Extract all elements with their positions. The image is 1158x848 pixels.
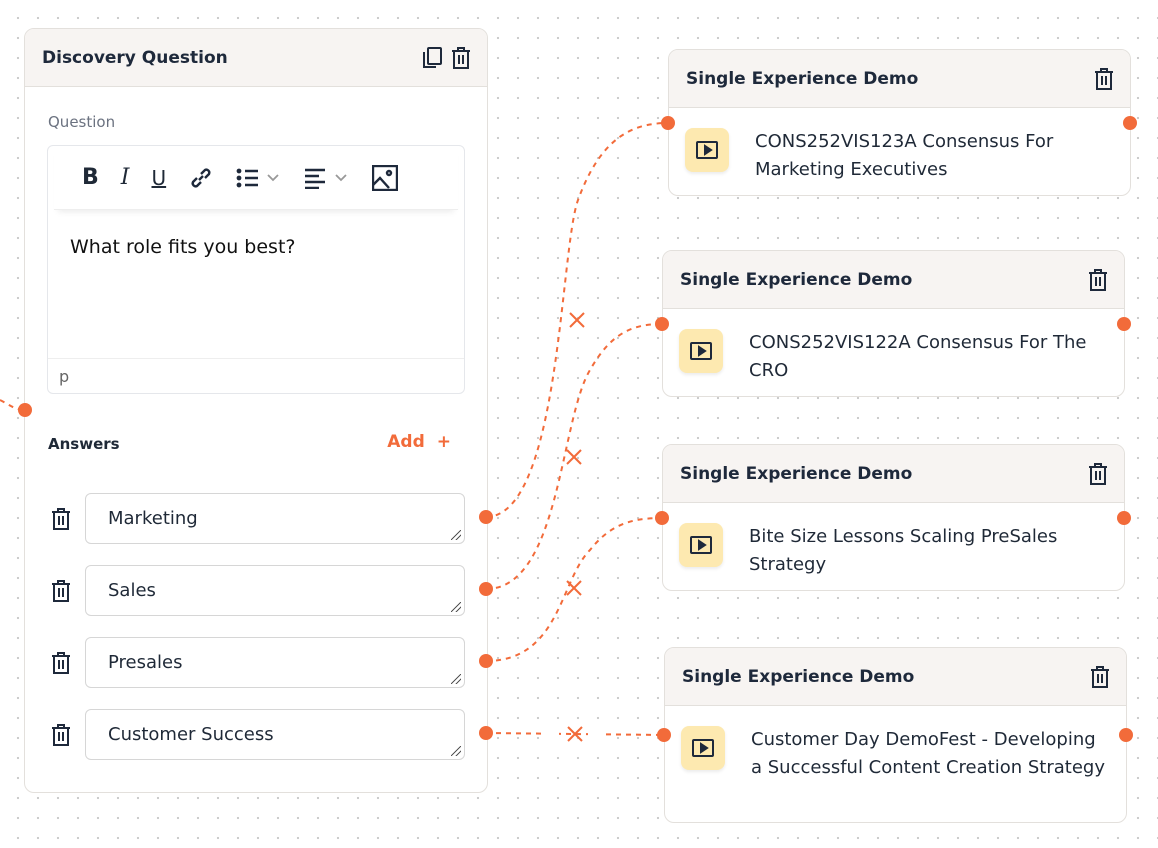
trash-icon[interactable]	[451, 46, 471, 70]
demo-output-handle[interactable]	[1119, 728, 1133, 742]
image-icon[interactable]	[372, 164, 399, 191]
video-icon	[679, 329, 723, 373]
demo-output-handle[interactable]	[1117, 511, 1131, 525]
plus-icon: +	[436, 432, 451, 452]
answer-text: Customer Success	[108, 724, 274, 745]
video-icon	[681, 726, 725, 770]
answer-input[interactable]: Presales	[85, 637, 465, 688]
video-icon	[679, 523, 723, 567]
delete-answer-icon[interactable]	[51, 651, 71, 675]
delete-answer-icon[interactable]	[51, 579, 71, 603]
edge-presales	[485, 517, 663, 662]
answer-output-handle[interactable]	[479, 582, 493, 596]
edge-sales	[485, 323, 663, 590]
demo-card[interactable]: Single Experience Demo Customer Day Demo…	[664, 647, 1127, 823]
resize-handle[interactable]	[451, 674, 461, 684]
trash-icon[interactable]	[1090, 665, 1110, 689]
demo-output-handle[interactable]	[1117, 317, 1131, 331]
element-path: p	[48, 358, 464, 393]
copy-icon[interactable]	[421, 46, 443, 70]
bullet-list-icon[interactable]	[236, 167, 282, 189]
answer-output-handle[interactable]	[479, 726, 493, 740]
resize-handle[interactable]	[451, 602, 461, 612]
card-title: Single Experience Demo	[680, 269, 913, 290]
bold-icon[interactable]: B	[82, 165, 99, 190]
trash-icon[interactable]	[1088, 462, 1108, 486]
delete-edge-sales	[566, 449, 582, 465]
demo-name: CONS252VIS123A Consensus For Marketing E…	[755, 131, 1054, 180]
question-editor[interactable]: B I U What role fits you best? p	[47, 145, 465, 394]
align-icon[interactable]	[304, 167, 350, 189]
demo-name: CONS252VIS122A Consensus For The CRO	[749, 332, 1087, 381]
answers-label: Answers	[48, 435, 120, 453]
italic-icon[interactable]: I	[120, 165, 130, 190]
resize-handle[interactable]	[451, 530, 461, 540]
answer-input[interactable]: Marketing	[85, 493, 465, 544]
delete-edge-marketing	[569, 312, 585, 328]
demo-input-handle[interactable]	[655, 317, 669, 331]
question-label: Question	[48, 113, 116, 131]
demo-card[interactable]: Single Experience Demo CONS252VIS123A Co…	[668, 49, 1131, 196]
answer-text: Sales	[108, 580, 156, 601]
demo-output-handle[interactable]	[1123, 116, 1137, 130]
answer-text: Presales	[108, 652, 183, 673]
discovery-question-card[interactable]: Discovery Question Question B I U What r…	[24, 28, 488, 793]
trash-icon[interactable]	[1088, 268, 1108, 292]
demo-card[interactable]: Single Experience Demo Bite Size Lessons…	[662, 444, 1125, 591]
demo-card[interactable]: Single Experience Demo CONS252VIS122A Co…	[662, 250, 1125, 397]
link-icon[interactable]	[188, 165, 214, 191]
delete-edge-customer-success	[567, 726, 583, 742]
editor-toolbar: B I U	[54, 146, 458, 210]
demo-input-handle[interactable]	[655, 511, 669, 525]
card-title: Discovery Question	[42, 47, 228, 68]
delete-answer-icon[interactable]	[51, 723, 71, 747]
answer-text: Marketing	[108, 508, 198, 529]
answer-input[interactable]: Customer Success	[85, 709, 465, 760]
edge-marketing	[485, 122, 669, 518]
question-text[interactable]: What role fits you best?	[70, 236, 296, 258]
video-icon	[685, 128, 729, 172]
add-label: Add	[387, 432, 425, 452]
underline-icon[interactable]: U	[151, 165, 167, 190]
demo-name: Bite Size Lessons Scaling PreSales Strat…	[749, 526, 1058, 575]
trash-icon[interactable]	[1094, 67, 1114, 91]
answer-output-handle[interactable]	[479, 654, 493, 668]
card-title: Single Experience Demo	[682, 666, 915, 687]
demo-input-handle[interactable]	[661, 116, 675, 130]
delete-answer-icon[interactable]	[51, 507, 71, 531]
delete-edge-presales	[566, 580, 582, 596]
add-answer-button[interactable]: Add +	[387, 432, 451, 452]
card-title: Single Experience Demo	[686, 68, 919, 89]
demo-name: Customer Day DemoFest - Developing a Suc…	[751, 729, 1105, 778]
input-handle[interactable]	[18, 403, 32, 417]
demo-input-handle[interactable]	[657, 728, 671, 742]
answer-input[interactable]: Sales	[85, 565, 465, 616]
edge-incoming	[0, 399, 26, 411]
answer-output-handle[interactable]	[479, 510, 493, 524]
resize-handle[interactable]	[451, 746, 461, 756]
card-title: Single Experience Demo	[680, 463, 913, 484]
